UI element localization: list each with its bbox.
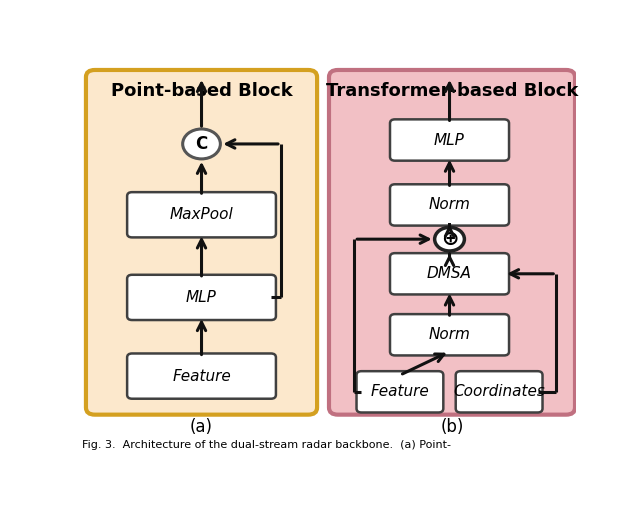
Text: Feature: Feature bbox=[172, 368, 231, 384]
Text: (a): (a) bbox=[190, 418, 213, 436]
FancyBboxPatch shape bbox=[356, 371, 444, 412]
Circle shape bbox=[435, 227, 465, 251]
Text: MLP: MLP bbox=[434, 132, 465, 148]
FancyBboxPatch shape bbox=[86, 70, 317, 414]
Text: Norm: Norm bbox=[429, 327, 470, 342]
FancyBboxPatch shape bbox=[390, 314, 509, 356]
Text: MaxPool: MaxPool bbox=[170, 207, 234, 222]
Text: Transformer-based Block: Transformer-based Block bbox=[326, 82, 578, 100]
Text: C: C bbox=[195, 135, 207, 153]
FancyBboxPatch shape bbox=[127, 354, 276, 399]
FancyBboxPatch shape bbox=[127, 192, 276, 238]
Text: MLP: MLP bbox=[186, 290, 217, 305]
Text: Coordinates: Coordinates bbox=[453, 384, 545, 399]
FancyBboxPatch shape bbox=[390, 253, 509, 294]
FancyBboxPatch shape bbox=[329, 70, 575, 414]
Text: ⊕: ⊕ bbox=[441, 229, 458, 249]
FancyBboxPatch shape bbox=[456, 371, 543, 412]
Circle shape bbox=[182, 129, 220, 159]
Text: Norm: Norm bbox=[429, 197, 470, 213]
Text: DMSA: DMSA bbox=[427, 266, 472, 281]
FancyBboxPatch shape bbox=[390, 120, 509, 160]
Text: (b): (b) bbox=[440, 418, 464, 436]
Text: Feature: Feature bbox=[371, 384, 429, 399]
FancyBboxPatch shape bbox=[390, 184, 509, 225]
Text: Point-based Block: Point-based Block bbox=[111, 82, 292, 100]
Text: Fig. 3.  Architecture of the dual-stream radar backbone.  (a) Point-: Fig. 3. Architecture of the dual-stream … bbox=[83, 440, 451, 450]
FancyBboxPatch shape bbox=[127, 275, 276, 320]
